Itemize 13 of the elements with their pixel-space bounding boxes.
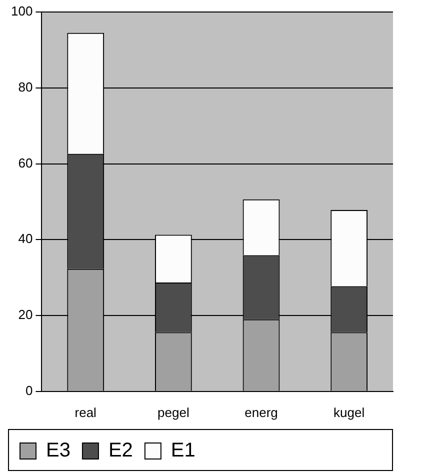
y-tick-label: 20 [18,307,33,322]
y-tick-label: 40 [18,231,33,246]
y-tick-label: 0 [25,382,33,398]
legend-label: E1 [170,440,196,462]
x-tick-label: real [74,404,97,420]
y-tick-label: 80 [18,79,33,94]
legend-label: E3 [46,440,70,462]
x-tick-label: energ [244,404,278,420]
x-tick-label: pegel [158,404,190,420]
legend-label: E2 [108,440,133,462]
x-tick-label: kugel [334,404,365,420]
y-tick-label: 60 [18,155,33,170]
y-tick-label: 100 [10,4,33,19]
